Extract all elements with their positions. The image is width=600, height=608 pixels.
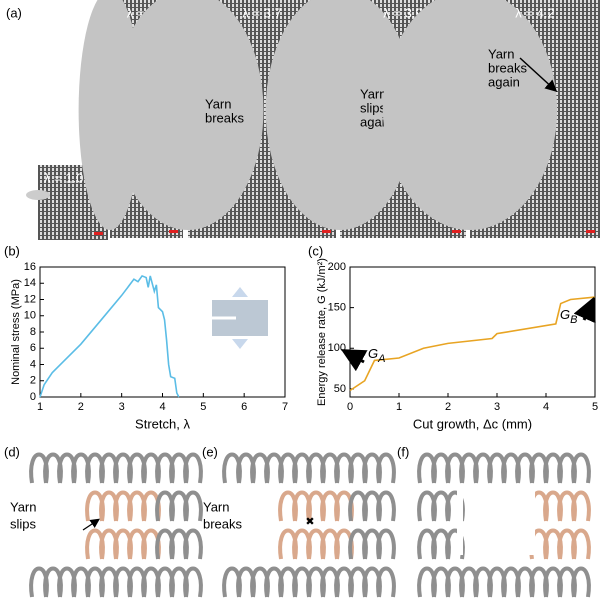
inset-arrow-up — [232, 287, 248, 297]
yarn-loop — [376, 452, 396, 484]
scale-bar — [94, 232, 103, 235]
y-tick-label: 150 — [328, 302, 346, 314]
cut-region — [265, 0, 415, 230]
y-axis-label: Energy release rate, G (kJ/m²) — [316, 258, 328, 406]
y-tick-label: 4 — [30, 358, 36, 370]
panel-label: (b) — [4, 243, 20, 258]
frame-note: again — [488, 74, 520, 89]
y-tick-label: 50 — [334, 383, 346, 395]
panel-note: breaks — [203, 516, 243, 531]
annotation-sub: A — [377, 353, 385, 365]
arrow — [573, 296, 596, 324]
x-tick-label: 4 — [543, 401, 549, 413]
scale-bar — [322, 230, 331, 233]
lambda-label: λ = 1.0 — [44, 170, 83, 185]
annotation-main: G — [368, 346, 378, 361]
x-tick-label: 1 — [396, 401, 402, 413]
x-tick-label: 2 — [78, 401, 84, 413]
cut-region — [112, 0, 264, 230]
y-tick-label: 8 — [30, 326, 36, 338]
x-tick-label: 3 — [119, 401, 125, 413]
plot-frame — [349, 266, 596, 398]
annotation-main: G — [560, 307, 570, 322]
panel-note: Yarn — [10, 499, 37, 514]
panel-label: (c) — [308, 243, 323, 258]
yarn-loop — [376, 490, 396, 522]
yarn-loop — [183, 452, 203, 484]
y-tick-label: 200 — [328, 261, 346, 273]
y-tick-label: 2 — [30, 375, 36, 387]
yarn-loop — [571, 528, 591, 560]
frame-note: breaks — [488, 60, 528, 75]
y-tick-label: 14 — [24, 277, 36, 289]
annotation: GA — [368, 346, 385, 364]
data-line — [39, 274, 180, 398]
frame-note: Yarn — [205, 96, 232, 111]
panel-label: (e) — [202, 444, 218, 459]
y-axis-label: Nominal stress (MPa) — [10, 279, 22, 385]
y-tick-label: 12 — [24, 293, 36, 305]
x-tick-label: 6 — [241, 401, 247, 413]
cut-outline — [457, 488, 535, 555]
x-tick-label: 2 — [445, 401, 451, 413]
arrow — [340, 349, 368, 372]
break-mark: ✖ — [305, 516, 314, 528]
y-tick-label: 16 — [24, 261, 36, 273]
panel-label: (d) — [4, 444, 20, 459]
scale-bar — [586, 230, 595, 233]
inset-arrow-down — [232, 339, 248, 349]
annotation: GB — [560, 307, 577, 325]
panel-note: slips — [10, 516, 37, 531]
yarn-loop — [571, 490, 591, 522]
cut-outline — [26, 488, 64, 555]
cut-outline — [219, 488, 257, 555]
cut-region — [382, 0, 558, 230]
yarn-loop — [376, 528, 396, 560]
lambda-label: λ = 4.2 — [515, 5, 554, 20]
lambda-label: λ = 3.9 — [383, 5, 422, 20]
lambda-label: λ = 3.7 — [242, 5, 281, 20]
x-tick-label: 0 — [347, 401, 353, 413]
y-tick-label: 100 — [328, 342, 346, 354]
yarn-loop — [183, 528, 203, 560]
y-tick-label: 0 — [30, 391, 36, 403]
arrow — [82, 518, 100, 531]
frame-note: Yarn — [488, 46, 515, 61]
panel-label: (f) — [397, 444, 409, 459]
panel-label: (a) — [6, 5, 22, 20]
yarn-loop — [376, 566, 396, 598]
frame-note: breaks — [205, 110, 245, 125]
x-tick-label: 3 — [494, 401, 500, 413]
x-tick-label: 4 — [159, 401, 165, 413]
x-tick-label: 5 — [592, 401, 598, 413]
x-axis-label: Cut growth, Δc (mm) — [413, 416, 532, 431]
x-tick-label: 1 — [37, 401, 43, 413]
scale-bar — [452, 230, 461, 233]
data-line — [349, 296, 596, 392]
yarn-loop — [571, 452, 591, 484]
x-tick-label: 5 — [200, 401, 206, 413]
cut-tip — [26, 190, 50, 200]
panel-note: Yarn — [203, 499, 230, 514]
arrow — [519, 57, 558, 93]
y-tick-label: 10 — [24, 310, 36, 322]
frame-note: slips — [360, 100, 387, 115]
frame-note: Yarn — [360, 86, 387, 101]
annotation-sub: B — [570, 314, 577, 326]
yarn-loop — [183, 490, 203, 522]
yarn-loop — [183, 566, 203, 598]
x-tick-label: 7 — [282, 401, 288, 413]
y-tick-label: 6 — [30, 342, 36, 354]
x-axis-label: Stretch, λ — [135, 416, 190, 431]
yarn-loop — [571, 566, 591, 598]
scale-bar — [169, 230, 178, 233]
